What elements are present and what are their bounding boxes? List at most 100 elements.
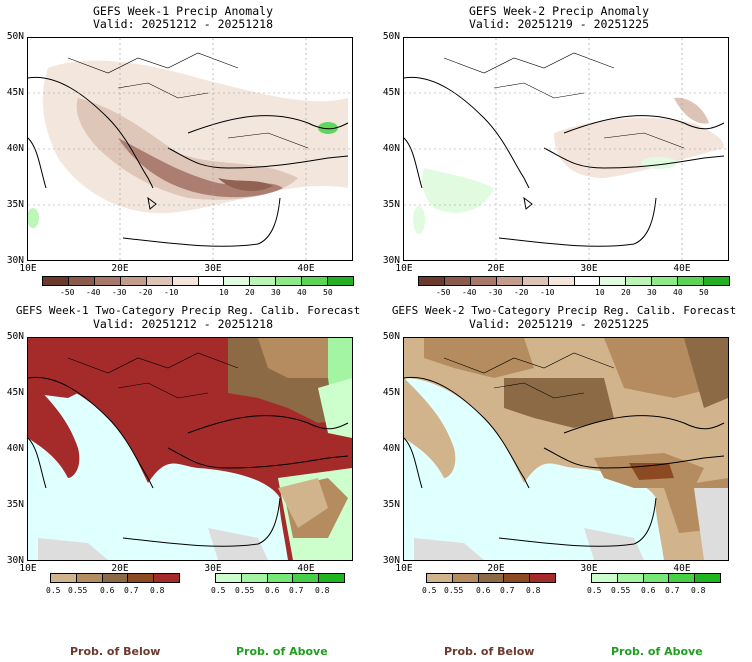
colorbar-tick: 0.8 (691, 586, 706, 595)
colorbar-tick: 10 (595, 288, 605, 297)
colorbar-tick: -50 (436, 288, 451, 297)
colorbar-swatch (120, 277, 147, 285)
prob-below-label: Prob. of Below (444, 645, 535, 658)
lat-label: 50N (382, 31, 400, 42)
colorbar-swatch (293, 574, 320, 582)
colorbar-tick: 0.55 (611, 586, 631, 595)
colorbar-swatch (51, 574, 77, 582)
colorbar-tick: -30 (112, 288, 127, 297)
colorbar-tick: 20 (245, 288, 255, 297)
lat-label: 50N (6, 331, 24, 342)
colorbar-swatch (146, 277, 173, 285)
lat-label: 45N (382, 387, 400, 398)
colorbar-tick: -20 (138, 288, 153, 297)
colorbar-tick: 0.5 (422, 586, 437, 595)
prob-below-colorbar (50, 573, 180, 583)
colorbar-tick: 0.5 (587, 586, 602, 595)
colorbar-swatch (427, 574, 453, 582)
colorbar-swatch (496, 277, 523, 285)
lon-label: 30E (204, 263, 222, 274)
lat-label: 30N (6, 555, 24, 566)
colorbar-tick: 20 (621, 288, 631, 297)
colorbar-tick: -40 (462, 288, 477, 297)
lon-label: 30E (580, 263, 598, 274)
colorbar-swatch (600, 277, 627, 285)
lat-label: 30N (382, 255, 400, 266)
colorbar-tick: 40 (673, 288, 683, 297)
colorbar-swatch (172, 277, 199, 285)
colorbar-swatch (470, 277, 497, 285)
colorbar-swatch (267, 574, 294, 582)
panel-week2-anomaly: GEFS Week-2 Precip Anomaly Valid: 202512… (376, 0, 752, 300)
colorbar-swatch (704, 277, 730, 285)
lon-label: 20E (487, 563, 505, 574)
colorbar-swatch (94, 277, 121, 285)
colorbar-swatch (522, 277, 549, 285)
colorbar-swatch (319, 574, 344, 582)
panel-title: GEFS Week-1 Precip Anomaly (92, 4, 273, 18)
probability-map (403, 337, 729, 561)
colorbar-tick: 0.6 (641, 586, 656, 595)
lat-label: 30N (6, 255, 24, 266)
lat-label: 40N (382, 143, 400, 154)
prob-below-colorbar (426, 573, 556, 583)
panel-week2-two-category: GEFS Week-2 Two-Category Precip Reg. Cal… (376, 300, 752, 600)
lat-label: 35N (6, 499, 24, 510)
colorbar-swatch (695, 574, 720, 582)
colorbar-swatch (76, 574, 103, 582)
colorbar-tick: 0.8 (526, 586, 541, 595)
colorbar-tick: 0.8 (315, 586, 330, 595)
colorbar-tick: 0.55 (444, 586, 464, 595)
lon-label: 10E (395, 563, 413, 574)
colorbar-swatch (617, 574, 644, 582)
colorbar-tick: 30 (647, 288, 657, 297)
panel-valid-dates: Valid: 20251212 - 20251218 (92, 17, 273, 31)
colorbar-swatch (43, 277, 69, 285)
lon-label: 10E (19, 263, 37, 274)
colorbar-tick: 10 (219, 288, 229, 297)
probability-map (27, 337, 353, 561)
panel-title: GEFS Week-2 Two-Category Precip Reg. Cal… (391, 304, 737, 317)
panel-week1-two-category: GEFS Week-1 Two-Category Precip Reg. Cal… (0, 300, 376, 600)
panel-valid-dates: Valid: 20251219 - 20251225 (468, 317, 649, 331)
lat-label: 45N (6, 387, 24, 398)
colorbar-tick: -30 (488, 288, 503, 297)
colorbar-swatch (328, 277, 354, 285)
lon-label: 40E (297, 263, 315, 274)
colorbar-swatch (154, 574, 179, 582)
lon-label: 40E (673, 263, 691, 274)
colorbar-tick: -50 (60, 288, 75, 297)
colorbar-swatch (574, 277, 601, 285)
anomaly-colorbar (418, 276, 730, 286)
prob-above-colorbar (215, 573, 345, 583)
lat-label: 35N (382, 499, 400, 510)
colorbar-swatch (250, 277, 277, 285)
colorbar-tick: 30 (271, 288, 281, 297)
colorbar-tick: 0.8 (150, 586, 165, 595)
colorbar-swatch (302, 277, 329, 285)
colorbar-tick: -10 (164, 288, 179, 297)
colorbar-tick: 40 (297, 288, 307, 297)
colorbar-swatch (592, 574, 618, 582)
colorbar-tick: -20 (514, 288, 529, 297)
colorbar-tick: 50 (323, 288, 333, 297)
lat-label: 35N (6, 199, 24, 210)
lat-label: 40N (6, 143, 24, 154)
panel-valid-dates: Valid: 20251219 - 20251225 (468, 17, 649, 31)
prob-above-colorbar (591, 573, 721, 583)
colorbar-swatch (626, 277, 653, 285)
colorbar-tick: 0.5 (211, 586, 226, 595)
lon-label: 10E (395, 263, 413, 274)
lat-label: 50N (382, 331, 400, 342)
panel-valid-dates: Valid: 20251212 - 20251218 (92, 317, 273, 331)
lat-label: 30N (382, 555, 400, 566)
colorbar-swatch (530, 574, 555, 582)
prob-above-label: Prob. of Above (236, 645, 328, 658)
colorbar-swatch (678, 277, 705, 285)
lat-label: 35N (382, 199, 400, 210)
panel-title: GEFS Week-1 Two-Category Precip Reg. Cal… (15, 304, 361, 317)
anomaly-colorbar (42, 276, 354, 286)
colorbar-swatch (198, 277, 225, 285)
anomaly-map (27, 37, 353, 261)
colorbar-swatch (224, 277, 251, 285)
